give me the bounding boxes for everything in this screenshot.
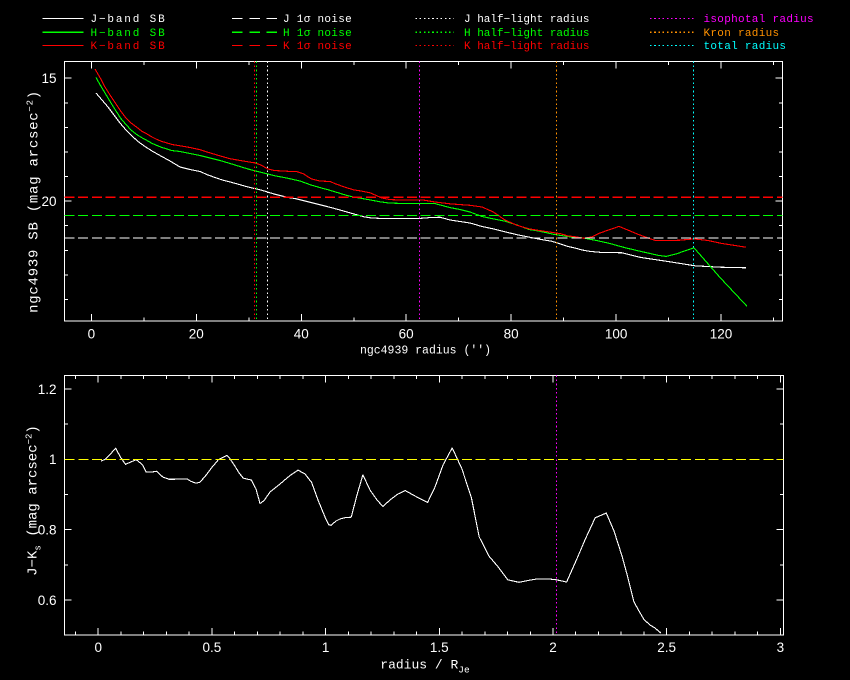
- svg-text:ngc4939 SB (mag arcsec−2): ngc4939 SB (mag arcsec−2): [26, 90, 43, 313]
- svg-text:60: 60: [399, 326, 414, 341]
- svg-text:1: 1: [49, 452, 57, 467]
- svg-text:J half−light radius: J half−light radius: [464, 14, 589, 26]
- svg-text:isophotal radius: isophotal radius: [704, 14, 814, 26]
- svg-text:J 1σ noise: J 1σ noise: [283, 14, 352, 26]
- svg-text:120: 120: [710, 326, 733, 341]
- svg-text:K 1σ noise: K 1σ noise: [283, 41, 352, 53]
- svg-text:ngc4939 radius (''): ngc4939 radius (''): [360, 345, 491, 358]
- svg-text:1.5: 1.5: [430, 640, 449, 655]
- svg-text:J−band SB: J−band SB: [91, 14, 167, 26]
- svg-text:0: 0: [94, 640, 102, 655]
- svg-text:0.6: 0.6: [38, 593, 57, 608]
- svg-text:20: 20: [41, 194, 56, 209]
- svg-text:2: 2: [549, 640, 557, 655]
- svg-text:20: 20: [189, 326, 204, 341]
- svg-text:80: 80: [504, 326, 519, 341]
- svg-text:100: 100: [605, 326, 628, 341]
- svg-text:J−Ks (mag arcsec−2): J−Ks (mag arcsec−2): [25, 425, 44, 576]
- svg-text:1.2: 1.2: [38, 382, 57, 397]
- svg-text:radius / RJe: radius / RJe: [380, 658, 470, 676]
- svg-text:15: 15: [41, 71, 56, 86]
- svg-text:total radius: total radius: [704, 41, 787, 53]
- svg-text:2.5: 2.5: [657, 640, 676, 655]
- svg-text:3: 3: [777, 640, 785, 655]
- svg-text:1: 1: [322, 640, 330, 655]
- svg-text:0.5: 0.5: [203, 640, 222, 655]
- svg-text:H−band SB: H−band SB: [91, 28, 167, 40]
- svg-text:K−band SB: K−band SB: [91, 41, 167, 53]
- svg-text:H half−light radius: H half−light radius: [464, 28, 589, 40]
- svg-text:K half−light radius: K half−light radius: [464, 41, 589, 53]
- svg-text:0: 0: [88, 326, 96, 341]
- svg-text:H 1σ noise: H 1σ noise: [283, 28, 352, 40]
- svg-text:Kron radius: Kron radius: [704, 28, 780, 40]
- svg-text:0.8: 0.8: [38, 523, 57, 538]
- svg-text:40: 40: [294, 326, 309, 341]
